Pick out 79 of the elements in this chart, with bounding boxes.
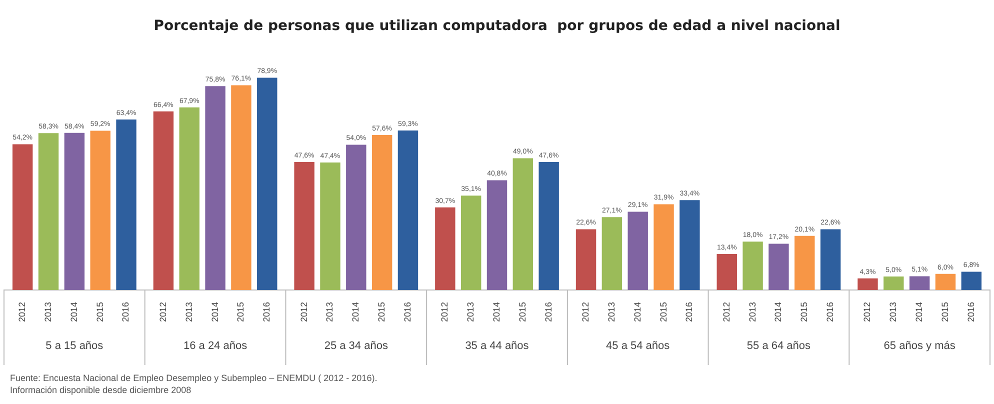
text: 2016 (825, 302, 836, 322)
text: 2012 (17, 302, 28, 322)
text: 2014 (773, 302, 784, 322)
text: 2012 (158, 302, 168, 322)
text: 2012 (440, 302, 450, 322)
text: 2015 (940, 302, 950, 322)
bar (961, 272, 982, 290)
text: 2016 (684, 302, 694, 322)
text: 2012 (298, 302, 309, 322)
bar (628, 212, 648, 290)
bar (90, 130, 110, 290)
text: 2014 (350, 302, 361, 322)
text: 2012 (721, 302, 732, 322)
bar (820, 229, 841, 290)
text: 2015 (94, 302, 105, 322)
text: 2012 (580, 302, 591, 322)
bar (398, 130, 418, 290)
text: 2013 (888, 302, 898, 322)
bar (909, 276, 930, 290)
x-tick-label: 25 a 34 años (324, 340, 388, 352)
x-tick-label: 45 a 54 años (606, 340, 670, 352)
x-tick-label: 16 a 24 años (183, 340, 248, 352)
bar (884, 276, 904, 290)
text: 2013 (606, 302, 616, 322)
bar (294, 162, 314, 290)
bar (205, 86, 226, 290)
bar (179, 107, 200, 290)
bar (576, 229, 596, 290)
text: 2012 (862, 302, 872, 322)
bar (153, 111, 174, 290)
text: 2013 (324, 302, 335, 322)
text: 2014 (914, 302, 924, 322)
x-tick-label: 65 años y más (884, 340, 956, 352)
text: 2015 (799, 302, 810, 322)
bar (116, 119, 136, 290)
bar (38, 133, 59, 290)
x-tick-label: 5 a 15 años (46, 340, 104, 352)
source-note: Fuente: Encuesta Nacional de Empleo Desempleo y Subempleo – ENEMDU ( 2012 - 2016). (10, 372, 378, 384)
bar (935, 274, 956, 290)
bar (257, 78, 278, 290)
bar (346, 144, 366, 290)
bar (486, 180, 508, 290)
bar (768, 244, 789, 290)
text: 2014 (210, 302, 220, 322)
bar (794, 236, 815, 290)
text: 2015 (376, 302, 387, 322)
text: 2014 (68, 302, 79, 322)
bar (320, 162, 340, 290)
bar (654, 204, 674, 290)
bar (435, 207, 456, 290)
bar (231, 85, 252, 290)
chart-title: Porcentaje de personas que utilizan computadora por grupos de edad a nivel nacional (154, 18, 840, 34)
text: 2016 (402, 302, 412, 322)
text: 2013 (184, 302, 194, 322)
text: 2015 (236, 302, 246, 322)
bar (858, 278, 878, 290)
text: 2015 (658, 302, 668, 322)
text: 2016 (120, 302, 131, 322)
x-tick-label: 35 a 44 años (465, 340, 530, 352)
bar (742, 242, 763, 290)
text: 2013 (466, 302, 476, 322)
bar (602, 217, 622, 290)
x-tick-label: 55 a 64 años (746, 340, 812, 352)
bar (12, 144, 33, 290)
text: 2014 (491, 302, 502, 322)
bar (460, 196, 482, 290)
bar (538, 162, 559, 290)
text: 2016 (262, 302, 272, 322)
text: 2016 (543, 302, 554, 322)
bar (372, 135, 392, 290)
text: 2013 (747, 302, 758, 322)
bar (680, 200, 700, 290)
text: 2016 (966, 302, 976, 322)
bar (716, 254, 737, 290)
text: 2015 (517, 302, 528, 322)
text: 2014 (632, 302, 642, 322)
text: Información disponible desde diciembre 2008 (10, 384, 192, 396)
text: 2013 (42, 302, 53, 322)
bar (64, 132, 85, 290)
